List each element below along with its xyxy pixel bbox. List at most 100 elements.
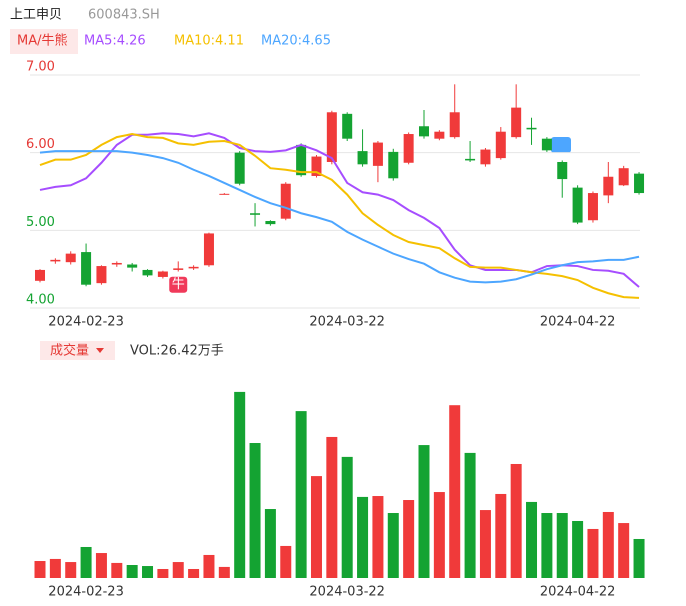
candle-body	[311, 156, 322, 176]
volume-bar	[633, 538, 645, 578]
volume-bar	[326, 436, 338, 578]
volume-bar	[602, 511, 614, 578]
volume-bar	[249, 443, 261, 578]
candle-body	[541, 138, 552, 151]
stock-code: 600843.SH	[88, 8, 160, 23]
candle-body	[111, 262, 122, 265]
volume-bar	[310, 476, 322, 578]
volume-bar	[188, 568, 200, 578]
candle-body	[572, 187, 583, 223]
volume-bar	[142, 566, 154, 578]
volume-bar	[510, 463, 522, 578]
candle-body	[81, 252, 92, 285]
volume-bar	[618, 523, 630, 578]
volume-bar	[464, 452, 476, 578]
vol-title[interactable]: 成交量	[50, 343, 89, 359]
y-tick-label: 5.00	[26, 215, 55, 230]
volume-bar	[372, 496, 384, 578]
legend-entry: MA10:4.11	[174, 34, 244, 49]
volume-bar	[34, 561, 46, 578]
volume-bar	[95, 553, 107, 578]
candle-body	[480, 149, 491, 165]
candle-body	[280, 183, 291, 219]
candle-body	[449, 112, 460, 138]
vol-subtitle: VOL:26.42万手	[130, 344, 224, 359]
legend-box[interactable]	[10, 29, 78, 54]
candle-body	[342, 113, 353, 139]
ma-line	[39, 133, 640, 299]
volume-bar	[495, 493, 507, 578]
volume-bar	[80, 546, 92, 578]
candle-body	[234, 152, 245, 184]
volume-bar	[449, 405, 461, 578]
volume-bar	[157, 568, 169, 578]
candle-body	[173, 268, 184, 270]
volume-bar	[264, 509, 276, 578]
stock-name: 上工申贝	[10, 8, 62, 23]
volume-bar	[433, 492, 445, 578]
candle-body	[465, 158, 476, 161]
candle-body	[587, 193, 598, 221]
legend-label[interactable]: MA/牛熊	[17, 33, 68, 49]
candle-body	[603, 176, 614, 196]
candle-body	[419, 126, 429, 137]
volume-bar	[111, 562, 123, 578]
candle-body	[357, 151, 368, 165]
dropdown-arrow	[96, 348, 104, 353]
candle-body	[557, 161, 568, 180]
y-tick-label: 6.00	[26, 137, 55, 152]
candle-body	[65, 253, 76, 263]
candle-body	[157, 271, 168, 277]
x-tick-label: 2024-04-22	[540, 585, 616, 600]
candle-body	[142, 269, 153, 276]
x-tick-label: 2024-03-22	[309, 585, 385, 600]
volume-bar	[341, 456, 353, 578]
volume-bar	[218, 566, 230, 578]
candle-body	[127, 264, 138, 268]
volume-bar	[418, 445, 430, 578]
volume-bar	[479, 510, 491, 578]
legend-entry: MA5:4.26	[84, 34, 146, 49]
candle-body	[326, 112, 337, 162]
volume-bar	[126, 565, 138, 578]
volume-bar	[49, 558, 61, 578]
candle-body	[250, 213, 261, 215]
bull-badge-label: 牛	[172, 277, 185, 292]
candle-body	[35, 269, 45, 281]
y-tick-label: 7.00	[26, 60, 55, 75]
candle-body	[265, 221, 276, 225]
volume-bar	[295, 411, 307, 578]
vol-legend-box[interactable]	[40, 341, 115, 360]
candle-body	[634, 173, 645, 194]
candle-body	[403, 134, 414, 163]
candle-body	[618, 168, 629, 186]
candle-body	[434, 131, 445, 139]
candle-body	[188, 266, 199, 269]
volume-bar	[172, 562, 184, 578]
volume-bar	[65, 562, 77, 578]
bull-badge	[169, 276, 188, 293]
volume-bar	[526, 501, 538, 578]
volume-bar	[280, 545, 292, 578]
volume-bar	[541, 513, 553, 578]
candle-body	[203, 233, 214, 266]
y-tick-label: 4.00	[26, 293, 55, 308]
volume-bar	[403, 500, 415, 578]
candle-body	[495, 131, 506, 159]
candle-body	[511, 107, 522, 138]
legend-entry: MA20:4.65	[261, 34, 331, 49]
x-tick-label: 2024-02-23	[48, 315, 124, 330]
volume-bar	[234, 391, 246, 578]
candle-body	[388, 151, 399, 179]
x-tick-label: 2024-02-23	[48, 585, 124, 600]
volume-bar	[357, 496, 369, 578]
x-tick-label: 2024-04-22	[540, 315, 616, 330]
candle-body	[296, 144, 307, 176]
candle-body	[96, 266, 107, 284]
candle-body	[219, 193, 230, 195]
candle-body	[372, 142, 383, 166]
volume-bar	[572, 520, 584, 578]
bear-badge	[551, 137, 571, 153]
volume-bar	[203, 554, 215, 578]
candle-body	[526, 127, 537, 130]
